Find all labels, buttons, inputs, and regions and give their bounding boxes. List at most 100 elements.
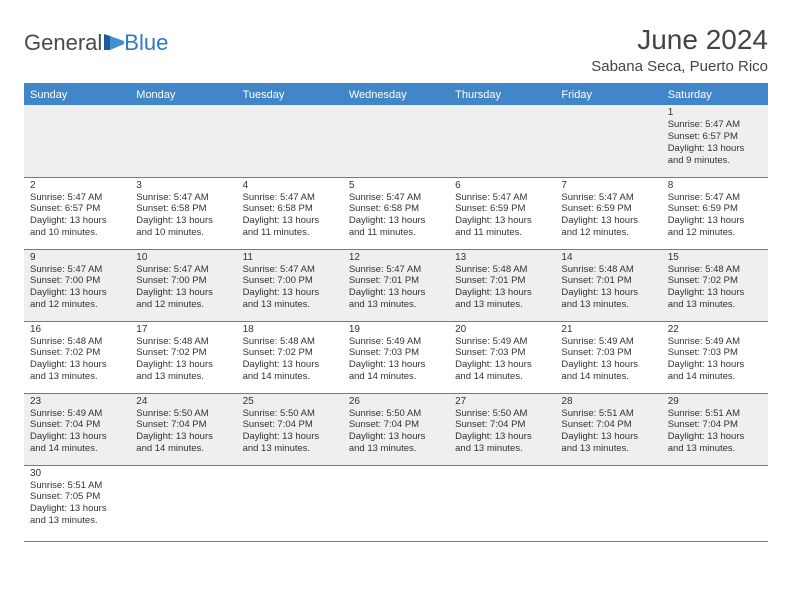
day-number: 24	[136, 396, 230, 407]
daylight-line: and 14 minutes.	[455, 371, 549, 383]
daylight-line: Daylight: 13 hours	[349, 359, 443, 371]
daylight-line: Daylight: 13 hours	[561, 287, 655, 299]
weekday-header: Thursday	[449, 85, 555, 105]
day-cell: 8Sunrise: 5:47 AMSunset: 6:59 PMDaylight…	[662, 177, 768, 249]
brand-general: General	[24, 30, 102, 56]
daylight-line: and 12 minutes.	[668, 227, 762, 239]
daylight-line: and 10 minutes.	[30, 227, 124, 239]
daylight-line: Daylight: 13 hours	[349, 287, 443, 299]
sunrise-line: Sunrise: 5:47 AM	[136, 264, 230, 276]
sunrise-line: Sunrise: 5:51 AM	[561, 408, 655, 420]
day-cell: 17Sunrise: 5:48 AMSunset: 7:02 PMDayligh…	[130, 321, 236, 393]
sunset-line: Sunset: 6:58 PM	[243, 203, 337, 215]
day-number: 3	[136, 180, 230, 191]
daylight-line: Daylight: 13 hours	[30, 431, 124, 443]
brand-logo: GeneralBlue	[24, 30, 168, 56]
day-cell: 14Sunrise: 5:48 AMSunset: 7:01 PMDayligh…	[555, 249, 661, 321]
empty-cell	[449, 465, 555, 541]
sunrise-line: Sunrise: 5:50 AM	[455, 408, 549, 420]
day-cell: 25Sunrise: 5:50 AMSunset: 7:04 PMDayligh…	[237, 393, 343, 465]
daylight-line: Daylight: 13 hours	[668, 287, 762, 299]
sunset-line: Sunset: 6:59 PM	[668, 203, 762, 215]
daylight-line: and 11 minutes.	[243, 227, 337, 239]
day-number: 18	[243, 324, 337, 335]
daylight-line: and 13 minutes.	[349, 299, 443, 311]
sunset-line: Sunset: 7:04 PM	[349, 419, 443, 431]
daylight-line: and 10 minutes.	[136, 227, 230, 239]
day-number: 5	[349, 180, 443, 191]
weekday-header: Monday	[130, 85, 236, 105]
week-row: 9Sunrise: 5:47 AMSunset: 7:00 PMDaylight…	[24, 249, 768, 321]
day-cell: 2Sunrise: 5:47 AMSunset: 6:57 PMDaylight…	[24, 177, 130, 249]
daylight-line: and 14 minutes.	[136, 443, 230, 455]
day-cell: 16Sunrise: 5:48 AMSunset: 7:02 PMDayligh…	[24, 321, 130, 393]
empty-cell	[449, 105, 555, 177]
day-number: 14	[561, 252, 655, 263]
daylight-line: and 13 minutes.	[136, 371, 230, 383]
sunset-line: Sunset: 6:57 PM	[668, 131, 762, 143]
daylight-line: Daylight: 13 hours	[349, 431, 443, 443]
empty-cell	[237, 105, 343, 177]
daylight-line: and 13 minutes.	[30, 515, 124, 527]
week-row: 23Sunrise: 5:49 AMSunset: 7:04 PMDayligh…	[24, 393, 768, 465]
day-cell: 3Sunrise: 5:47 AMSunset: 6:58 PMDaylight…	[130, 177, 236, 249]
sunset-line: Sunset: 7:02 PM	[136, 347, 230, 359]
day-number: 12	[349, 252, 443, 263]
day-cell: 18Sunrise: 5:48 AMSunset: 7:02 PMDayligh…	[237, 321, 343, 393]
daylight-line: Daylight: 13 hours	[243, 287, 337, 299]
daylight-line: Daylight: 13 hours	[455, 359, 549, 371]
empty-cell	[343, 105, 449, 177]
day-cell: 28Sunrise: 5:51 AMSunset: 7:04 PMDayligh…	[555, 393, 661, 465]
day-cell: 29Sunrise: 5:51 AMSunset: 7:04 PMDayligh…	[662, 393, 768, 465]
sunset-line: Sunset: 6:57 PM	[30, 203, 124, 215]
sunrise-line: Sunrise: 5:50 AM	[243, 408, 337, 420]
daylight-line: and 12 minutes.	[561, 227, 655, 239]
daylight-line: Daylight: 13 hours	[243, 359, 337, 371]
sunset-line: Sunset: 7:04 PM	[668, 419, 762, 431]
sunset-line: Sunset: 7:03 PM	[561, 347, 655, 359]
location: Sabana Seca, Puerto Rico	[591, 58, 768, 75]
sunset-line: Sunset: 7:03 PM	[668, 347, 762, 359]
daylight-line: Daylight: 13 hours	[668, 359, 762, 371]
day-cell: 21Sunrise: 5:49 AMSunset: 7:03 PMDayligh…	[555, 321, 661, 393]
sunset-line: Sunset: 7:04 PM	[136, 419, 230, 431]
empty-cell	[24, 105, 130, 177]
sunrise-line: Sunrise: 5:49 AM	[349, 336, 443, 348]
empty-cell	[130, 105, 236, 177]
daylight-line: Daylight: 13 hours	[561, 431, 655, 443]
day-number: 9	[30, 252, 124, 263]
sunrise-line: Sunrise: 5:48 AM	[455, 264, 549, 276]
daylight-line: Daylight: 13 hours	[30, 287, 124, 299]
day-cell: 26Sunrise: 5:50 AMSunset: 7:04 PMDayligh…	[343, 393, 449, 465]
weekday-header: Friday	[555, 85, 661, 105]
daylight-line: and 13 minutes.	[668, 443, 762, 455]
daylight-line: Daylight: 13 hours	[455, 215, 549, 227]
sunset-line: Sunset: 7:02 PM	[30, 347, 124, 359]
sunset-line: Sunset: 7:00 PM	[243, 275, 337, 287]
sunset-line: Sunset: 7:03 PM	[455, 347, 549, 359]
sunset-line: Sunset: 7:03 PM	[349, 347, 443, 359]
sunrise-line: Sunrise: 5:48 AM	[561, 264, 655, 276]
sunset-line: Sunset: 7:04 PM	[30, 419, 124, 431]
daylight-line: Daylight: 13 hours	[30, 503, 124, 515]
empty-cell	[662, 465, 768, 541]
daylight-line: and 13 minutes.	[455, 443, 549, 455]
daylight-line: and 14 minutes.	[668, 371, 762, 383]
sunset-line: Sunset: 7:00 PM	[136, 275, 230, 287]
day-number: 28	[561, 396, 655, 407]
day-cell: 20Sunrise: 5:49 AMSunset: 7:03 PMDayligh…	[449, 321, 555, 393]
day-number: 15	[668, 252, 762, 263]
daylight-line: Daylight: 13 hours	[668, 215, 762, 227]
sunset-line: Sunset: 7:01 PM	[349, 275, 443, 287]
daylight-line: Daylight: 13 hours	[668, 431, 762, 443]
day-number: 17	[136, 324, 230, 335]
daylight-line: and 14 minutes.	[243, 371, 337, 383]
sunrise-line: Sunrise: 5:47 AM	[668, 192, 762, 204]
sunrise-line: Sunrise: 5:47 AM	[349, 264, 443, 276]
sunrise-line: Sunrise: 5:47 AM	[455, 192, 549, 204]
daylight-line: Daylight: 13 hours	[349, 215, 443, 227]
day-number: 13	[455, 252, 549, 263]
sunrise-line: Sunrise: 5:47 AM	[243, 264, 337, 276]
daylight-line: and 13 minutes.	[243, 443, 337, 455]
empty-cell	[130, 465, 236, 541]
